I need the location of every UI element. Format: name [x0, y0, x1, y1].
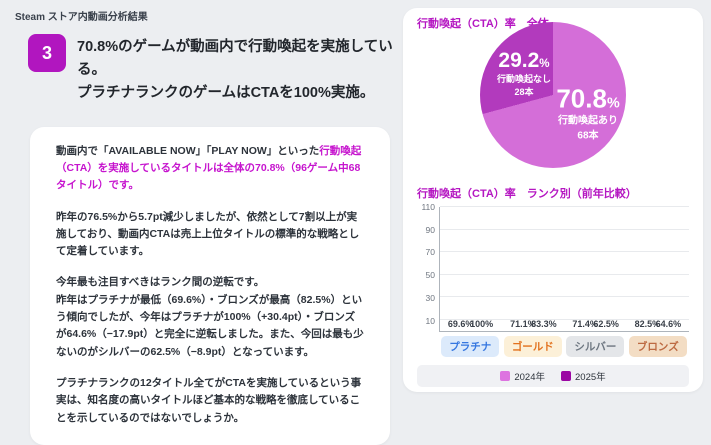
- bar-value-label: 71.4%: [572, 319, 598, 329]
- category-pill-2: ゴールド: [503, 336, 562, 357]
- legend-label: 2024年: [514, 372, 545, 383]
- y-axis-tick: 30: [425, 292, 435, 303]
- paragraph-rank-reversal: 今年最も注目すべきはランク間の逆転です。昨年はプラチナが最低（69.6%）・ブロ…: [56, 274, 364, 361]
- chart-legend: 2024年 2025年: [417, 365, 689, 387]
- gridline: [440, 296, 689, 298]
- category-pill-4: ブロンズ: [628, 336, 687, 357]
- slide-eyebrow: Steam ストア内動画分析結果: [15, 12, 148, 23]
- legend-label: 2025年: [575, 372, 606, 383]
- bar-chart: 10 30 50 70 90 110 69.6% 100% 71.1% 83.3% 71.4% 62…: [417, 202, 689, 332]
- bar-value-label: 71.1%: [510, 319, 536, 329]
- paragraph-cta-summary-highlight: 行動喚起（CTA）を実施しているタイトルは全体の70.8%（96ゲーム中68タイ…: [56, 144, 362, 192]
- slide-title-line2: プラチナランクのゲームはCTAを100%実施。: [77, 85, 375, 102]
- bar-groups: 69.6% 100% 71.1% 83.3% 71.4% 62.5% 82.5% 64.6%: [440, 207, 689, 331]
- pie-chart-title: 行動喚起（CTA）率 全体: [417, 18, 549, 30]
- category-pill-3: シルバー: [566, 336, 625, 357]
- gridline: [440, 273, 689, 275]
- slide-title: 70.8%のゲームが動画内で行動喚起を実施している。 プラチナランクのゲームはC…: [77, 34, 394, 106]
- paragraph-platinum-insight: プラチナランクの12タイトル全てがCTAを実施しているという事実は、知名度の高い…: [56, 377, 362, 424]
- bar-chart-title: 行動喚起（CTA）率 ランク別（前年比較）: [417, 188, 637, 200]
- y-axis-tick: 110: [421, 202, 435, 212]
- gridline: [440, 228, 689, 230]
- pie-label-cta-no: 29.2% 行動喚起なし 28本: [496, 48, 552, 98]
- gridline: [440, 206, 689, 207]
- category-labels: プラチナ ゴールド シルバー ブロンズ: [417, 336, 689, 357]
- legend-item-2025年: 2025年: [561, 369, 606, 383]
- legend-swatch: [561, 371, 571, 381]
- category-pill-1: プラチナ: [441, 336, 500, 357]
- pie-slice-count-cta-no: 28本: [514, 87, 534, 98]
- pie-slice-count-cta-yes: 68本: [577, 130, 599, 142]
- bar-chart-plot: 69.6% 100% 71.1% 83.3% 71.4% 62.5% 82.5% 64.6%: [439, 206, 689, 332]
- paragraph-rank-reversal-detail: 昨年はプラチナが最低（69.6%）・ブロンズが最高（82.5%）という傾向でした…: [56, 293, 364, 358]
- bar-value-label: 83.3%: [531, 319, 557, 329]
- charts-card: 行動喚起（CTA）率 全体 29.2% 行動喚起なし 28本 70.8% 行動喚…: [403, 8, 703, 392]
- section-number-badge: 3: [28, 34, 66, 72]
- paragraph-yoy-decline: 昨年の76.5%から5.7pt減少しましたが、依然として7割以上が実施しており、…: [56, 210, 360, 258]
- slide-title-line1: 70.8%のゲームが動画内で行動喚起を実施している。: [77, 39, 393, 79]
- legend-item-2024年: 2024年: [500, 369, 545, 383]
- bar-value-label: 82.5%: [634, 319, 661, 329]
- bar-value-label: 64.6%: [655, 319, 682, 329]
- slide-header: 3 70.8%のゲームが動画内で行動喚起を実施している。 プラチナランクのゲーム…: [28, 34, 394, 106]
- pie-pct-cta-no: 29.2%: [498, 48, 550, 72]
- paragraph-cta-summary-intro: 動画内で「AVAILABLE NOW」「PLAY NOW」といった: [56, 144, 320, 157]
- pie-chart: 29.2% 行動喚起なし 28本 70.8% 行動喚起あり 68本: [480, 22, 626, 168]
- gridline: [440, 251, 689, 253]
- text-column: Steam ストア内動画分析結果 3 70.8%のゲームが動画内で行動喚起を実施…: [0, 0, 394, 445]
- gridline: [440, 318, 689, 320]
- legend-swatch: [500, 371, 511, 381]
- pie-slice-name-cta-no: 行動喚起なし: [496, 74, 552, 85]
- y-axis-tick: 90: [425, 224, 435, 235]
- y-axis-tick: 10: [425, 315, 435, 326]
- bar-value-label: 62.5%: [593, 319, 619, 329]
- bar-value-label: 69.6%: [447, 319, 474, 329]
- y-axis-tick: 70: [425, 247, 435, 258]
- pie-label-cta-yes: 70.8% 行動喚起あり 68本: [556, 85, 619, 142]
- pie-slice-name-cta-yes: 行動喚起あり: [557, 115, 618, 127]
- body-text-card: 動画内で「AVAILABLE NOW」「PLAY NOW」といった行動喚起（CT…: [30, 126, 390, 445]
- y-axis: 10 30 50 70 90 110: [417, 202, 439, 332]
- paragraph-cta-summary: 動画内で「AVAILABLE NOW」「PLAY NOW」といった行動喚起（CT…: [56, 143, 364, 195]
- bar-value-label: 100%: [470, 319, 494, 329]
- y-axis-tick: 50: [425, 270, 435, 281]
- paragraph-rank-reversal-lead: 今年最も注目すべきはランク間の逆転です。: [56, 276, 265, 289]
- pie-pct-cta-yes: 70.8%: [556, 83, 620, 114]
